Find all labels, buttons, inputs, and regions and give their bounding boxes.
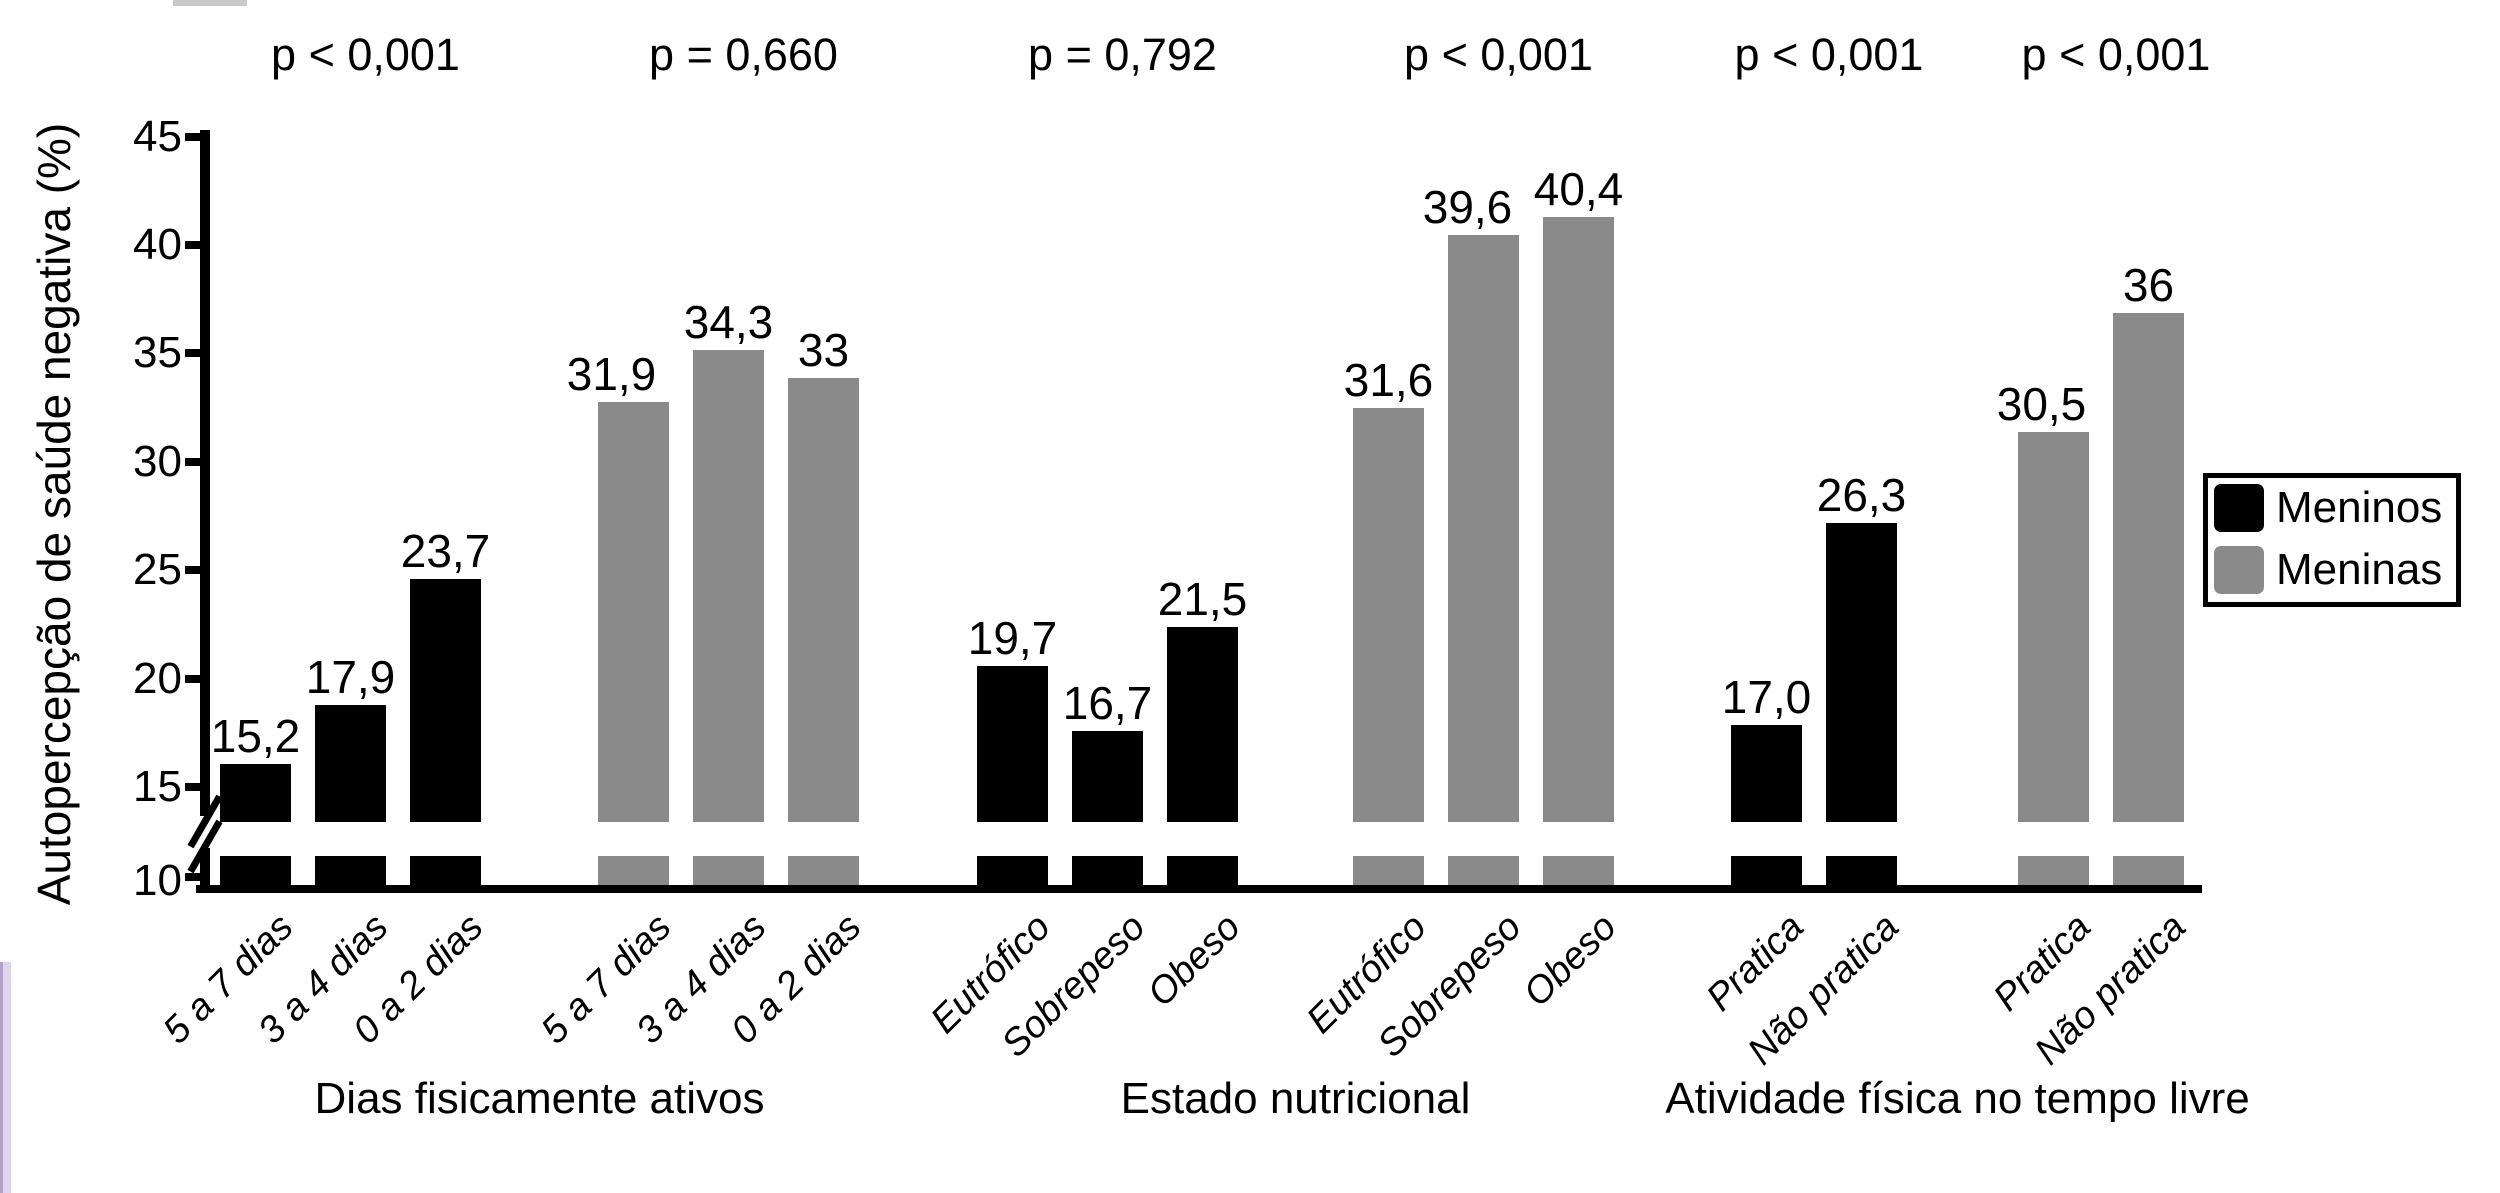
y-tick (185, 782, 204, 791)
legend-label: Meninos (2276, 483, 2443, 532)
bar-meninas-segment (2113, 312, 2184, 822)
bar-meninos-segment (1826, 522, 1897, 822)
y-tick (185, 566, 204, 575)
bar-stub-below-break (693, 856, 764, 885)
y-tick (185, 873, 204, 881)
bar-value-label: 33 (797, 323, 850, 376)
y-tick (185, 132, 204, 141)
bar-stub-below-break (977, 856, 1048, 885)
bar-stub-below-break (220, 856, 291, 885)
bar-stub-below-break (1072, 856, 1143, 885)
bar-value-label: 19,7 (967, 612, 1058, 665)
bar-meninos-segment (315, 705, 386, 822)
p-value-label: p < 0,001 (1734, 29, 1924, 80)
bar-meninas-segment (1448, 234, 1519, 822)
bar-stub-below-break (2018, 856, 2089, 885)
y-tick (185, 349, 204, 358)
bar-value-label: 26,3 (1816, 468, 1907, 521)
bar-stub-below-break (1543, 856, 1614, 885)
bar-meninos-segment (1731, 724, 1802, 822)
bar-stub-below-break (1353, 856, 1424, 885)
bar-meninas-segment (2018, 431, 2089, 822)
y-tick-label: 40 (133, 220, 182, 270)
bar-value-label: 17,0 (1721, 670, 1812, 723)
meninos-swatch-icon (2214, 484, 2264, 532)
legend: Meninos Meninas (2203, 473, 2461, 607)
bar-value-label: 17,9 (305, 651, 396, 704)
bar-stub-below-break (1731, 856, 1802, 885)
bar-stub-below-break (1448, 856, 1519, 885)
bar-meninas-segment (1353, 408, 1424, 822)
meninas-swatch-icon (2214, 546, 2264, 594)
y-tick-label: 30 (133, 436, 182, 486)
bar-meninas-segment (693, 349, 764, 822)
y-axis-line-lower (200, 848, 210, 893)
bar-value-label: 21,5 (1157, 573, 1248, 625)
bar-stub-below-break (598, 856, 669, 885)
y-tick-label: 20 (133, 653, 182, 703)
bar-meninas-segment (598, 401, 669, 822)
y-tick (185, 674, 204, 683)
p-value-label: p < 0,001 (1404, 29, 1593, 80)
y-axis-line-upper (200, 130, 210, 816)
bar-stub-below-break (1826, 856, 1897, 885)
bar-meninas-segment (1543, 217, 1614, 822)
bar-value-label: 15,2 (210, 709, 301, 762)
bar-meninos-segment (1167, 627, 1238, 822)
y-axis-title: Autopercepção de saúde negativa (%) (28, 122, 80, 906)
x-axis-line (196, 885, 2202, 893)
top-edge-artifact (173, 0, 247, 6)
y-tick-label: 15 (133, 761, 182, 811)
bar-meninos-segment (1072, 731, 1143, 822)
bar-value-label: 31,6 (1343, 354, 1434, 407)
x-group-label: Atividade física no tempo livre (1665, 1074, 2250, 1123)
bar-meninos-segment (410, 579, 481, 822)
bar-value-label: 36 (2122, 258, 2175, 311)
bar-value-label: 16,7 (1062, 677, 1153, 730)
y-tick-label: 45 (133, 111, 182, 161)
bar-value-label: 34,3 (683, 295, 774, 348)
bar-stub-below-break (2113, 856, 2184, 885)
p-value-label: p < 0,001 (271, 29, 460, 80)
p-value-label: p = 0,792 (1028, 29, 1217, 80)
x-category-label: Obeso (1139, 906, 1249, 1015)
bar-meninos-segment (220, 763, 291, 822)
bar-value-label: 31,9 (566, 347, 657, 400)
bar-stub-below-break (410, 856, 481, 885)
bar-value-label: 30,5 (1996, 377, 2087, 430)
left-edge-artifact (0, 962, 11, 1193)
y-tick-label: 25 (133, 545, 182, 595)
bar-meninos-segment (977, 666, 1048, 822)
y-tick-label: 10 (133, 856, 182, 905)
p-value-label: p = 0,660 (649, 29, 838, 80)
x-group-label: Dias fisicamente ativos (314, 1074, 765, 1123)
bar-stub-below-break (1167, 856, 1238, 885)
x-group-label: Estado nutricional (1120, 1074, 1471, 1123)
x-category-label: Obeso (1515, 906, 1625, 1015)
bar-value-label: 40,4 (1533, 163, 1624, 216)
y-tick (185, 457, 204, 466)
legend-item-meninos: Meninos (2214, 484, 2450, 532)
bar-meninas-segment (788, 377, 859, 822)
legend-item-meninas: Meninas (2214, 546, 2450, 594)
p-value-label: p < 0,001 (2021, 29, 2211, 80)
y-tick (185, 241, 204, 250)
bar-stub-below-break (788, 856, 859, 885)
y-tick-label: 35 (133, 328, 182, 378)
bar-value-label: 39,6 (1422, 180, 1513, 233)
bar-value-label: 23,7 (400, 525, 491, 578)
bar-stub-below-break (315, 856, 386, 885)
legend-label: Meninas (2276, 545, 2443, 594)
